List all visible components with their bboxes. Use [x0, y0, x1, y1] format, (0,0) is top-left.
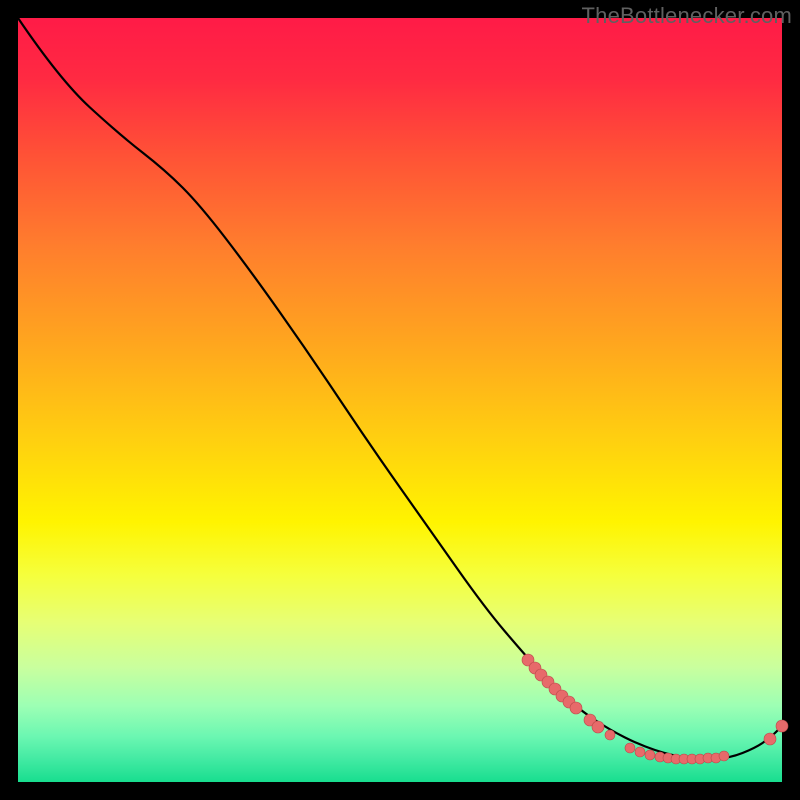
watermark-label: TheBottlenecker.com [582, 3, 792, 29]
plot-background [18, 18, 782, 782]
curve-marker [570, 702, 582, 714]
curve-marker [645, 750, 655, 760]
curve-marker [719, 751, 729, 761]
curve-marker [625, 743, 635, 753]
curve-marker [764, 733, 776, 745]
curve-marker [605, 730, 615, 740]
chart-stage: TheBottlenecker.com [0, 0, 800, 800]
curve-marker [776, 720, 788, 732]
curve-marker [592, 721, 604, 733]
curve-marker [635, 747, 645, 757]
gradient-curve-chart [0, 0, 800, 800]
